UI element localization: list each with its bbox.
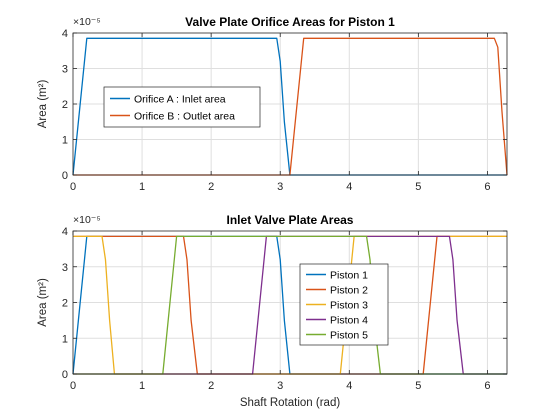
y-tick-label: 2 (62, 298, 68, 310)
x-tick-label: 0 (70, 181, 76, 193)
series-group (72, 235, 507, 375)
x-tick-label: 1 (139, 181, 145, 193)
x-tick-label: 4 (346, 380, 352, 392)
legend-entry-4: Piston 4 (330, 314, 368, 326)
chart-panel-2: 0 1 2 3 4 5 6 0 1 2 3 4 ×10⁻⁵ Inlet Valve Plate Areas… (37, 213, 508, 409)
y-tick-label: 3 (62, 64, 68, 76)
legend-entry-2: Piston 2 (330, 284, 368, 296)
x-tick-label: 0 (70, 380, 76, 392)
y-tick-label: 3 (62, 262, 68, 274)
x-tick-label: 5 (415, 181, 421, 193)
x-tick-label: 2 (208, 181, 214, 193)
x-tick-label: 6 (484, 380, 490, 392)
series-line-4 (73, 235, 507, 375)
legend-entry-1: Piston 1 (330, 269, 368, 281)
x-tick-label: 1 (139, 380, 145, 392)
chart-title: Valve Plate Orifice Areas for Piston 1 (185, 15, 395, 29)
legend-entry-5: Piston 5 (330, 329, 368, 341)
y-tick-label: 1 (62, 333, 68, 345)
y-axis-label: Area (m²) (37, 278, 49, 327)
y-tick-label: 4 (62, 226, 68, 238)
x-axis-label: Shaft Rotation (rad) (240, 397, 341, 409)
legend-box (103, 86, 261, 128)
x-tick-label: 6 (484, 181, 490, 193)
x-tick-label: 3 (277, 380, 283, 392)
y-tick-label: 0 (62, 369, 68, 381)
y-tick-label: 1 (62, 135, 68, 147)
x-tick-label: 2 (208, 380, 214, 392)
legend-entry-1: Orifice A : Inlet area (134, 93, 226, 105)
x-tick-label: 3 (277, 181, 283, 193)
y-tick-label: 2 (62, 99, 68, 111)
ticks: 0 1 2 3 4 5 6 0 1 2 3 4 (62, 28, 507, 193)
legend-entry-2: Orifice B : Outlet area (134, 110, 235, 122)
series-line-2 (73, 235, 507, 375)
y-exponent-label: ×10⁻⁵ (73, 214, 101, 226)
y-tick-label: 4 (62, 28, 68, 40)
series-line-5 (73, 235, 507, 375)
legend: Piston 1 Piston 2 Piston 3 Piston 4 Piston 5 (299, 263, 389, 346)
x-tick-label: 4 (346, 181, 352, 193)
chart-panel-1: 0 1 2 3 4 5 6 0 1 2 3 4 ×10⁻⁵ Valve Plate Orifice Are… (37, 15, 508, 193)
legend: Orifice A : Inlet area Orifice B : Outlet… (103, 86, 261, 128)
chart-title: Inlet Valve Plate Areas (227, 213, 354, 227)
x-tick-label: 5 (415, 380, 421, 392)
ticks: 0 1 2 3 4 5 6 0 1 2 3 4 (62, 226, 507, 392)
series-line-3 (73, 235, 507, 375)
legend-entry-3: Piston 3 (330, 299, 368, 311)
y-axis-label: Area (m²) (37, 80, 49, 129)
y-exponent-label: ×10⁻⁵ (73, 16, 101, 28)
y-tick-label: 0 (62, 170, 68, 182)
